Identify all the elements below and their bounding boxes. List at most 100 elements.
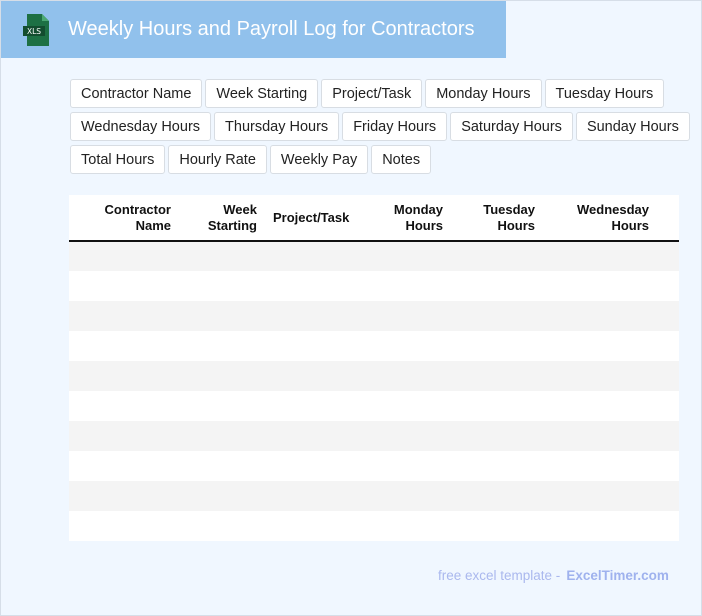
table-cell[interactable] <box>657 301 679 331</box>
table-cell[interactable] <box>451 391 543 421</box>
column-header-line: Project/Task <box>273 209 350 225</box>
table-cell[interactable] <box>543 421 657 451</box>
table-cell[interactable] <box>361 331 451 361</box>
table-cell[interactable] <box>543 511 657 541</box>
table-cell[interactable] <box>265 331 361 361</box>
table-cell[interactable] <box>265 301 361 331</box>
table-cell[interactable] <box>361 511 451 541</box>
table-cell[interactable] <box>451 511 543 541</box>
column-header: Wednesday Hours <box>543 195 657 242</box>
table-cell[interactable] <box>361 391 451 421</box>
table-cell[interactable] <box>451 331 543 361</box>
table-cell[interactable] <box>543 391 657 421</box>
table-cell[interactable] <box>265 481 361 511</box>
table-cell[interactable] <box>657 331 679 361</box>
table-row <box>69 241 679 271</box>
table-cell[interactable] <box>451 421 543 451</box>
table-cell[interactable] <box>543 241 657 271</box>
table-row <box>69 361 679 391</box>
field-tag[interactable]: Project/Task <box>321 79 423 108</box>
table-cell[interactable] <box>69 331 179 361</box>
table-cell[interactable] <box>543 301 657 331</box>
table-cell[interactable] <box>361 271 451 301</box>
table-cell[interactable] <box>179 511 265 541</box>
table-cell[interactable] <box>179 301 265 331</box>
field-tag[interactable]: Week Starting <box>205 79 319 108</box>
table-cell[interactable] <box>69 361 179 391</box>
field-tag[interactable]: Wednesday Hours <box>70 112 212 141</box>
table-cell[interactable] <box>69 511 179 541</box>
table-cell[interactable] <box>657 481 679 511</box>
table-cell[interactable] <box>69 451 179 481</box>
field-tag[interactable]: Notes <box>371 145 432 174</box>
table-cell[interactable] <box>265 241 361 271</box>
footer-text: free excel template - <box>438 568 561 583</box>
table-cell[interactable] <box>265 361 361 391</box>
table-row <box>69 451 679 481</box>
column-header: Monday Hours <box>361 195 451 242</box>
field-tag[interactable]: Thursday Hours <box>214 112 340 141</box>
table-cell[interactable] <box>657 451 679 481</box>
table-cell[interactable] <box>69 301 179 331</box>
svg-text:XLS: XLS <box>27 27 41 36</box>
table-cell[interactable] <box>179 361 265 391</box>
field-tag[interactable]: Saturday Hours <box>450 112 573 141</box>
table-cell[interactable] <box>543 331 657 361</box>
table-cell[interactable] <box>265 511 361 541</box>
footer-brand-link[interactable]: ExcelTimer.com <box>566 568 669 583</box>
table-row <box>69 391 679 421</box>
table-row <box>69 481 679 511</box>
table-cell[interactable] <box>657 241 679 271</box>
table-cell[interactable] <box>179 481 265 511</box>
table-cell[interactable] <box>265 391 361 421</box>
field-tag[interactable]: Contractor Name <box>70 79 203 108</box>
column-header: Contractor Name <box>69 195 179 242</box>
table-cell[interactable] <box>361 451 451 481</box>
field-tag[interactable]: Monday Hours <box>425 79 542 108</box>
table-row <box>69 331 679 361</box>
table-cell[interactable] <box>69 421 179 451</box>
table-cell[interactable] <box>451 301 543 331</box>
table-cell[interactable] <box>451 481 543 511</box>
table-cell[interactable] <box>69 241 179 271</box>
field-tag[interactable]: Sunday Hours <box>575 112 690 141</box>
table-cell[interactable] <box>361 361 451 391</box>
table-cell[interactable] <box>543 271 657 301</box>
table-cell[interactable] <box>69 271 179 301</box>
table-cell[interactable] <box>543 361 657 391</box>
field-tag[interactable]: Total Hours <box>70 145 166 174</box>
title-banner: XLS Weekly Hours and Payroll Log for Con… <box>1 1 506 58</box>
table-cell[interactable] <box>179 391 265 421</box>
table-cell[interactable] <box>657 361 679 391</box>
column-header: Project/Task <box>265 195 361 242</box>
table-cell[interactable] <box>69 481 179 511</box>
table-cell[interactable] <box>361 301 451 331</box>
table-cell[interactable] <box>451 241 543 271</box>
table-cell[interactable] <box>265 271 361 301</box>
field-tag[interactable]: Tuesday Hours <box>544 79 665 108</box>
field-tag[interactable]: Friday Hours <box>342 112 448 141</box>
table-cell[interactable] <box>657 391 679 421</box>
table-cell[interactable] <box>657 271 679 301</box>
table-cell[interactable] <box>657 421 679 451</box>
table-cell[interactable] <box>361 421 451 451</box>
table-cell[interactable] <box>179 241 265 271</box>
table-cell[interactable] <box>451 271 543 301</box>
field-tag[interactable]: Weekly Pay <box>269 145 369 174</box>
table-cell[interactable] <box>179 421 265 451</box>
column-header-spacer <box>657 195 679 242</box>
table-cell[interactable] <box>361 241 451 271</box>
table-cell[interactable] <box>179 451 265 481</box>
field-tag[interactable]: Hourly Rate <box>168 145 267 174</box>
table-cell[interactable] <box>179 331 265 361</box>
table-cell[interactable] <box>451 361 543 391</box>
table-cell[interactable] <box>265 421 361 451</box>
table-cell[interactable] <box>361 481 451 511</box>
table-cell[interactable] <box>265 451 361 481</box>
table-cell[interactable] <box>657 511 679 541</box>
table-cell[interactable] <box>451 451 543 481</box>
table-cell[interactable] <box>179 271 265 301</box>
table-cell[interactable] <box>543 451 657 481</box>
table-cell[interactable] <box>543 481 657 511</box>
table-cell[interactable] <box>69 391 179 421</box>
